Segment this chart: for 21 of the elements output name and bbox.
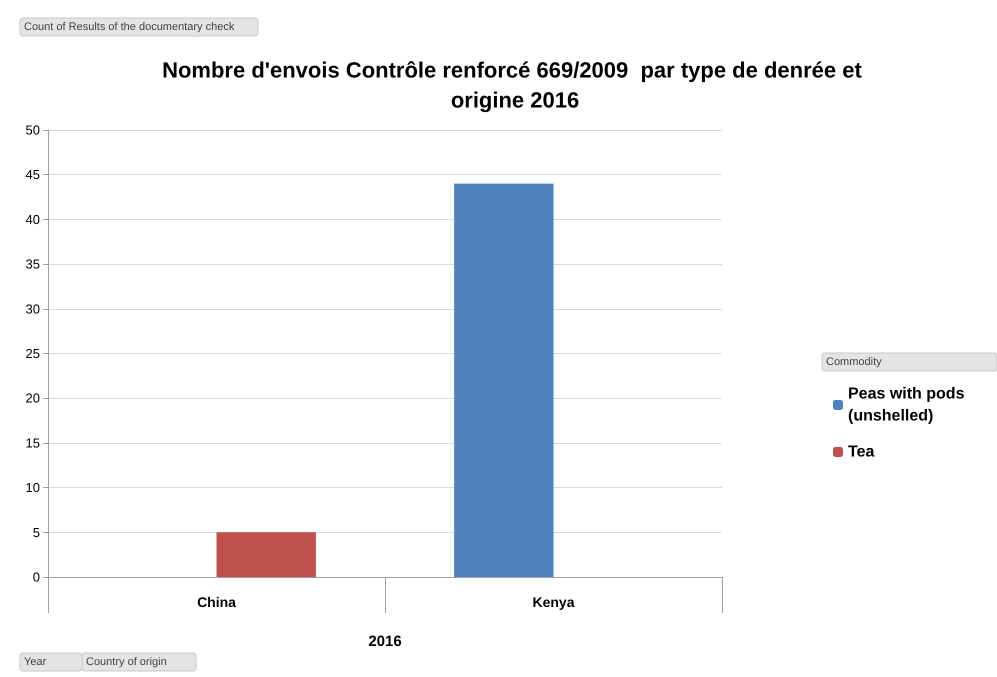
y-tick-label: 35 [26,256,40,272]
y-tick-label: 45 [26,167,40,182]
text: Country of origin [86,656,167,668]
legend-label: Peas with pods (unshelled) [848,386,969,424]
text: Count of Results of the documentary check [24,21,235,33]
y-tick-label: 50 [26,122,40,138]
y-tick-label: 40 [26,212,40,227]
legend-label: Tea [848,444,874,460]
x-axis-title: 2016 [368,633,402,650]
y-tick-label: 30 [26,301,40,316]
y-tick-label: 15 [26,435,40,450]
y-tick-label: 20 [26,390,40,406]
y-tick-label: 25 [26,346,40,361]
text: Year [24,656,47,668]
legend-title: Commodity [826,356,882,368]
chart-title: Nombre d'envois Contrôle renforcé 669/2009 par type de denrée et origine 2016 [162,58,868,112]
y-tick-label: 5 [32,524,40,540]
x-tick-label: Kenya [532,594,575,610]
y-tick-label: 0 [32,570,40,584]
x-tick-label: China [197,594,236,610]
y-tick-label: 10 [26,480,40,496]
